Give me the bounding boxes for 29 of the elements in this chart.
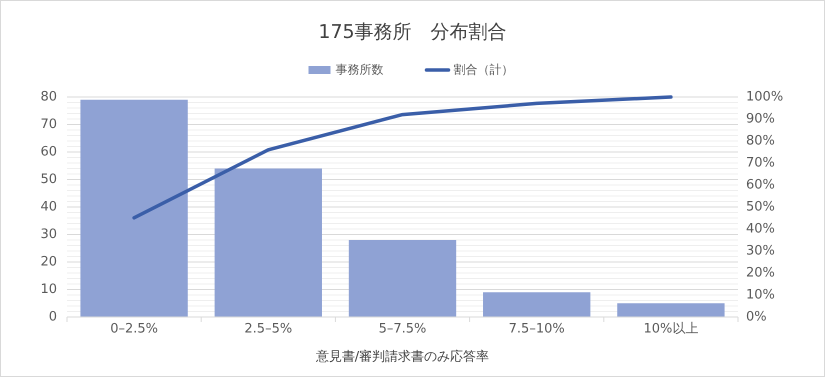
y-tick-label: 40 [40, 200, 57, 215]
y2-tick-label: 20% [746, 266, 775, 281]
x-tick-label: 2.5–5% [244, 322, 292, 337]
y2-tick-label: 10% [746, 288, 775, 303]
y2-tick-label: 50% [746, 200, 775, 215]
x-tick-label: 7.5–10% [508, 322, 565, 337]
y-tick-label: 80 [40, 90, 57, 105]
xlabel: 意見書/審判請求書のみ応答率 [316, 350, 490, 365]
y2-tick-label: 0% [746, 310, 767, 325]
x-tick-label: 5–7.5% [378, 322, 426, 337]
y-tick-label: 60 [40, 144, 57, 160]
y2-tick-label: 30% [746, 244, 775, 259]
y2-tick-label: 70% [746, 156, 775, 171]
y2-tick-label: 80% [746, 134, 775, 149]
y-tick-label: 10 [40, 282, 57, 298]
y-tick-label: 70 [40, 117, 57, 132]
title: 175事務所 分布割合 [318, 21, 507, 44]
y2-tick-label: 100% [746, 90, 784, 105]
y2-tick-label: 90% [746, 112, 775, 127]
x-tick-label: 0–2.5% [110, 322, 158, 337]
y-tick-label: 0 [48, 310, 57, 325]
y2-tick-label: 40% [746, 222, 775, 237]
y-tick-label: 30 [40, 227, 57, 242]
legend-label: 事務所数 [336, 62, 384, 76]
y-tick-label: 50 [40, 172, 57, 188]
y-tick-label: 20 [40, 254, 57, 270]
legend-label: 割合（計） [454, 62, 514, 76]
y2-tick-label: 60% [746, 178, 775, 193]
x-tick-label: 10%以上 [643, 322, 698, 337]
